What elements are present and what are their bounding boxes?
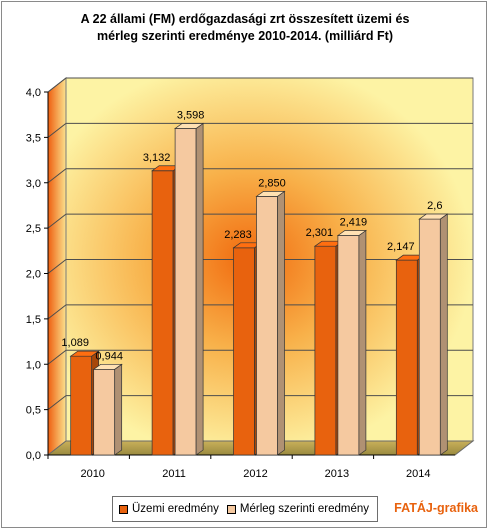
data-label: 3,598 [177, 109, 205, 121]
bar [93, 368, 116, 456]
legend-swatch-merleg [226, 504, 236, 514]
data-label: 0,944 [95, 350, 123, 362]
bar [70, 355, 93, 456]
data-label: 2,301 [306, 227, 334, 239]
bar [174, 128, 197, 456]
gridline [47, 213, 473, 229]
chart-title-line-1: A 22 állami (FM) erdőgazdasági zrt össze… [80, 12, 410, 26]
bar-top [336, 230, 367, 236]
bar-side [277, 190, 285, 456]
data-label: 2,850 [258, 177, 286, 189]
bar [337, 235, 360, 456]
y-tick-label: 1,5 [26, 314, 41, 326]
bar [395, 259, 418, 456]
bar [151, 170, 174, 456]
data-label: 1,089 [61, 337, 89, 349]
bar [418, 218, 441, 456]
y-tick-label: 0,5 [26, 405, 41, 417]
y-tick-label: 1,0 [26, 359, 41, 371]
data-label: 2,283 [224, 229, 252, 241]
chart-title-line-2: mérleg szerinti eredménye 2010-2014. (mi… [97, 29, 393, 43]
bar [314, 245, 337, 456]
bar-side [358, 229, 367, 456]
x-tick-label: 2014 [406, 468, 430, 480]
legend-label-merleg: Mérleg szerinti eredmény [239, 503, 370, 515]
bar-top [418, 213, 449, 220]
bar-top [92, 363, 123, 370]
legend-item-merleg: Mérleg szerinti eredmény [226, 503, 370, 515]
data-label: 2,419 [340, 216, 368, 228]
data-label: 2,147 [387, 241, 415, 253]
bar [233, 247, 255, 456]
gridline [47, 122, 473, 138]
bar-side [195, 122, 204, 456]
y-tick-label: 4,0 [26, 87, 41, 99]
credit-label: FATÁJ-grafika [394, 501, 478, 515]
bar-top [255, 191, 286, 197]
data-label: 3,132 [143, 152, 171, 164]
y-tick-label: 2,5 [26, 223, 41, 235]
legend-label-uzemi: Üzemi eredmény [132, 503, 219, 515]
legend-item-uzemi: Üzemi eredmény [119, 503, 219, 515]
legend: Üzemi eredmény Mérleg szerinti eredmény [112, 496, 378, 522]
x-tick-label: 2010 [80, 468, 104, 480]
gridline [47, 168, 473, 184]
bar-side [439, 213, 448, 456]
data-label: 2,6 [427, 200, 442, 212]
bar-top [174, 123, 205, 129]
x-tick-label: 2011 [162, 468, 186, 480]
y-tick-label: 0,0 [26, 450, 41, 462]
legend-swatch-uzemi [119, 504, 128, 514]
x-tick-label: 2013 [325, 468, 349, 480]
y-tick-label: 3,0 [26, 178, 41, 190]
y-tick-label: 2,0 [26, 269, 41, 281]
y-tick-label: 3,5 [26, 132, 41, 144]
bar-top [69, 350, 100, 357]
x-tick-label: 2012 [243, 468, 267, 480]
gridline [47, 77, 473, 93]
bar-side [114, 363, 123, 456]
bar [256, 196, 278, 456]
